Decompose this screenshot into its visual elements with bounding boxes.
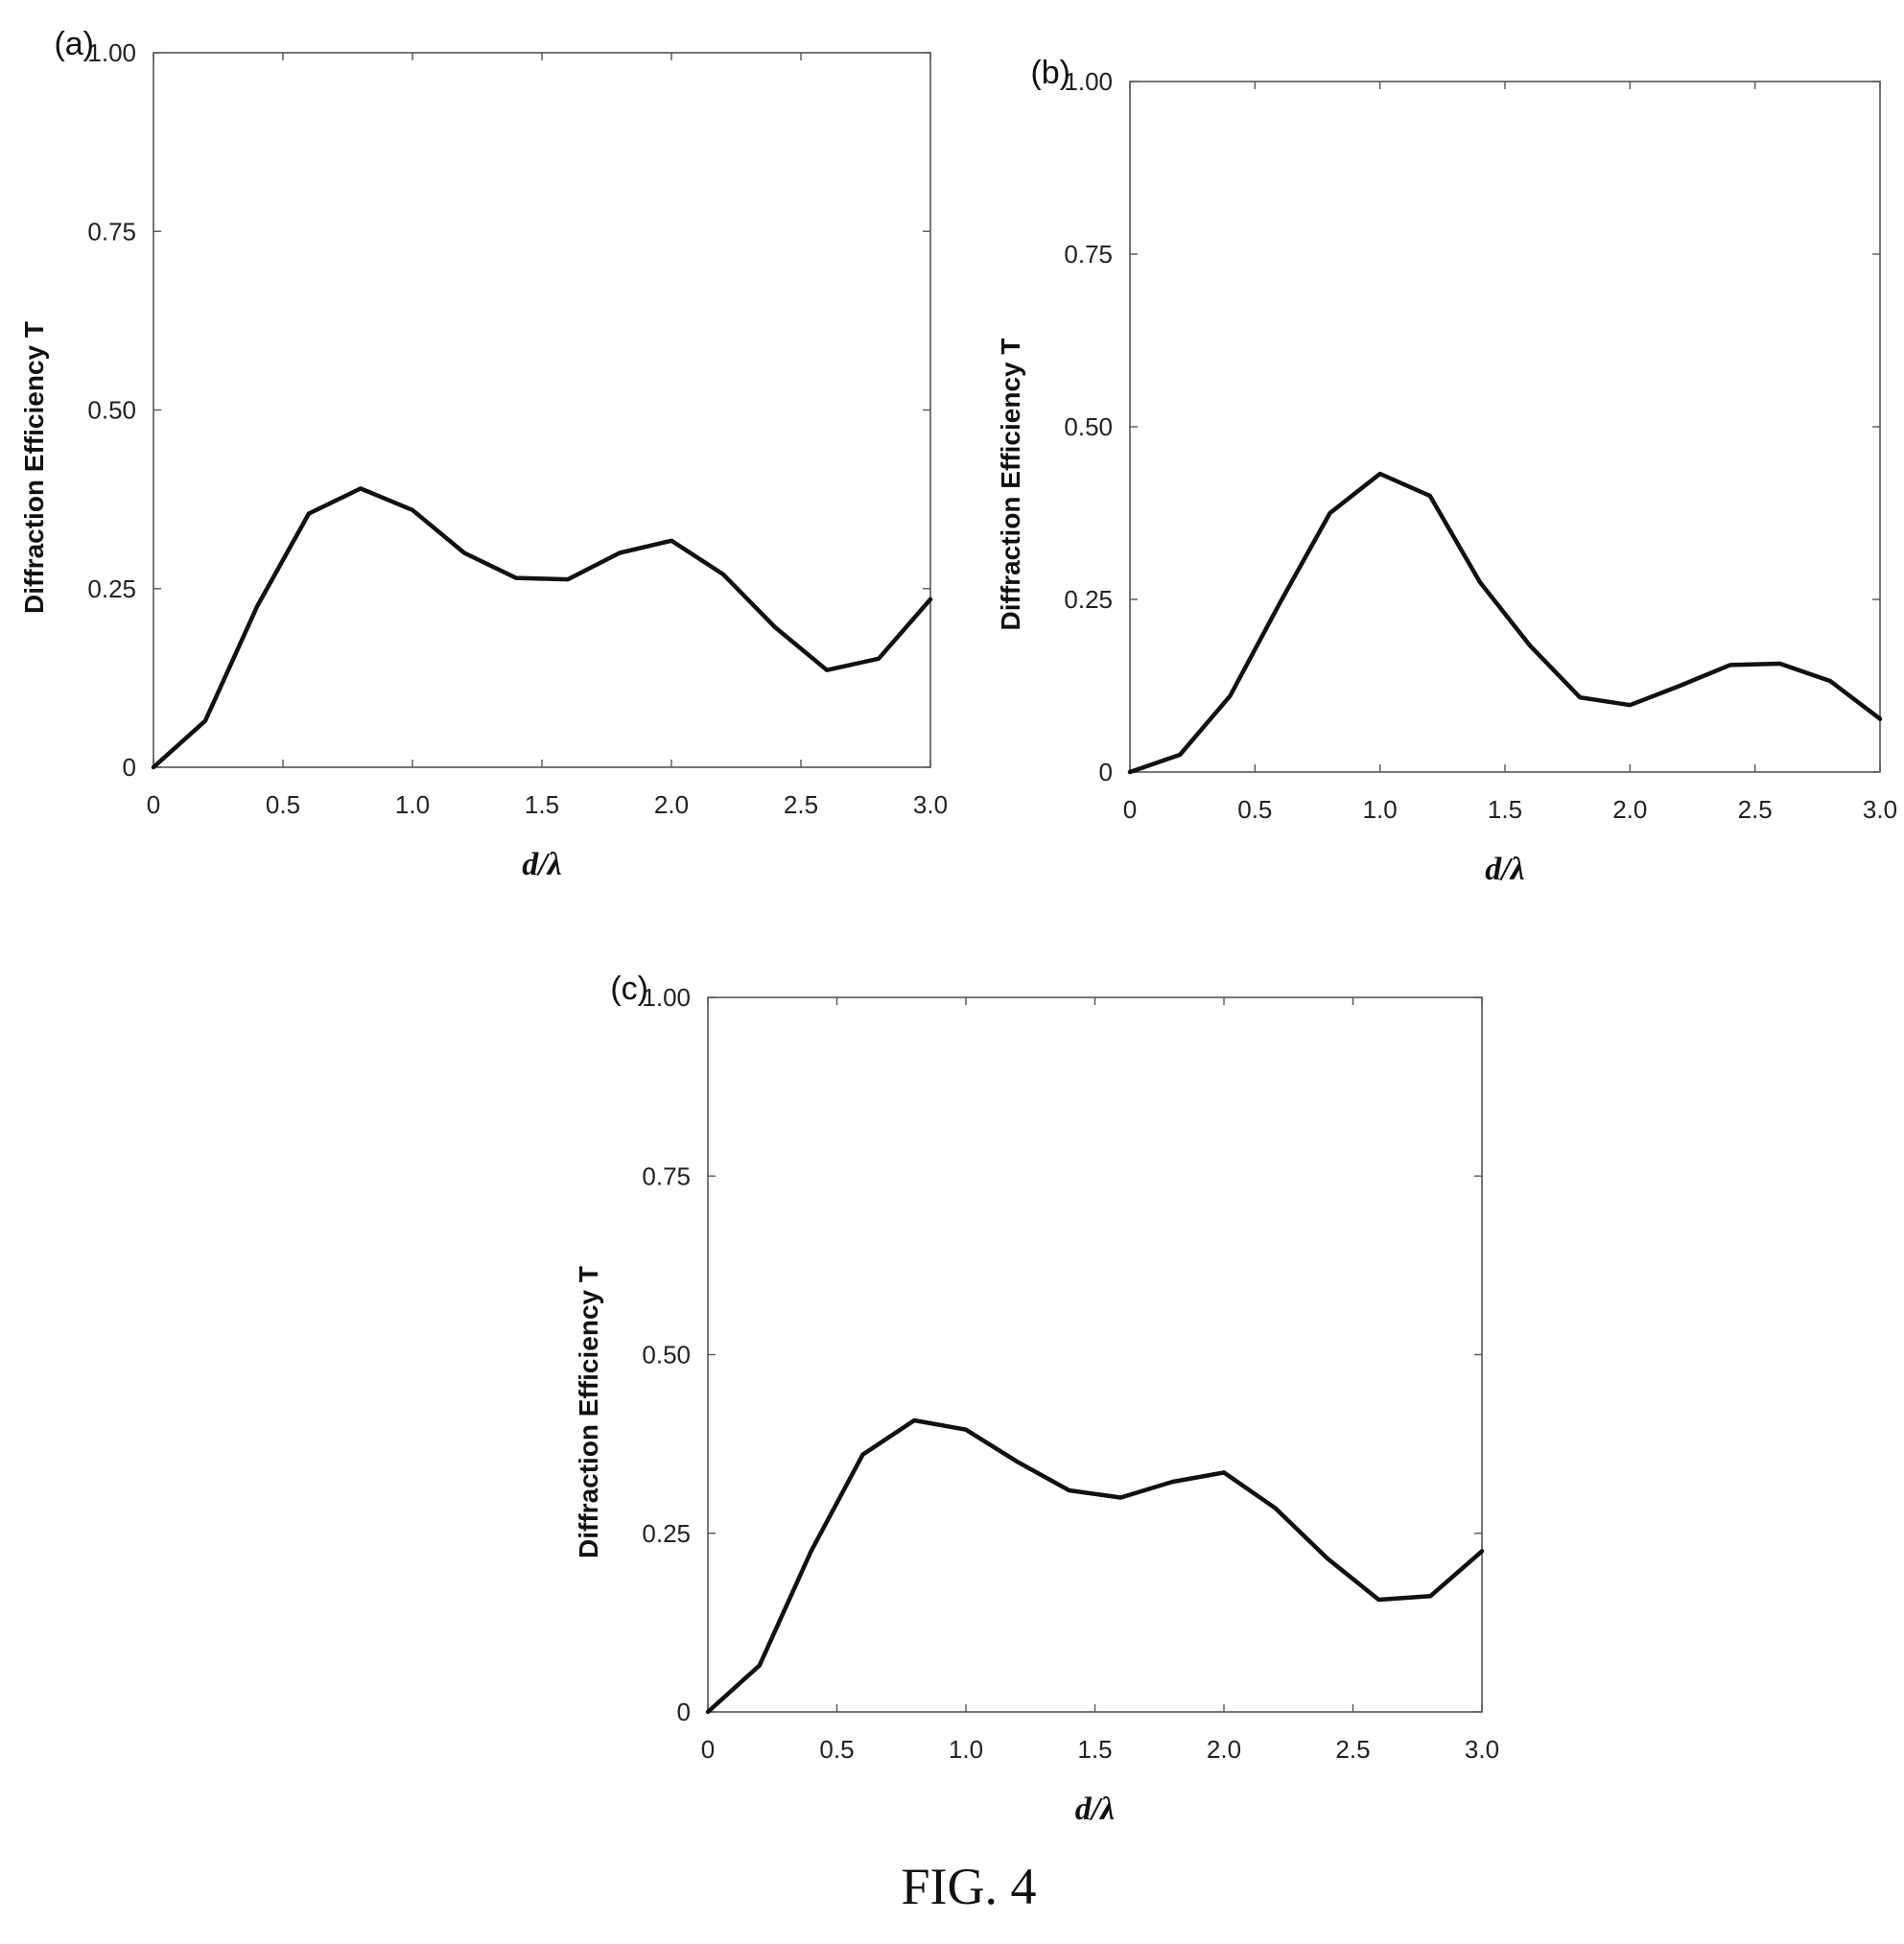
- x-tick-label: 2.5: [784, 790, 818, 819]
- x-tick-label: 0.5: [819, 1735, 854, 1764]
- x-tick-label: 2.0: [1612, 795, 1647, 824]
- y-tick-label: 0.50: [1064, 412, 1113, 441]
- x-tick-label: 0: [1123, 795, 1137, 824]
- x-tick-label: 0: [147, 790, 160, 819]
- x-axis-title: d/λ: [1485, 852, 1525, 887]
- y-tick-label: 1.00: [87, 38, 136, 67]
- panel-label-a: (a): [54, 26, 94, 62]
- chart-panel-b: 0 0.5 1.0 1.5 2.0 2.5 3.0 0 0.25 0.50 0.75 1.00 d/λ D…: [996, 55, 1897, 887]
- x-tick-label: 1.5: [1077, 1735, 1112, 1764]
- y-tick-label: 1.00: [642, 983, 691, 1012]
- figure-caption: FIG. 4: [901, 1858, 1036, 1915]
- x-tick-label: 2.5: [1335, 1735, 1370, 1764]
- series-line-b: [1127, 471, 1883, 775]
- x-tick-label: 0.5: [1237, 795, 1272, 824]
- chart-panel-a: 0 0.5 1.0 1.5 2.0 2.5 3.0 0 0.25 0.50 0.75 1.00 d/λ D…: [19, 26, 948, 882]
- x-tick-label: 3.0: [1863, 795, 1897, 824]
- series-line-c: [705, 1417, 1485, 1715]
- y-tick-label: 0.25: [87, 574, 136, 603]
- y-tick-label: 0.25: [642, 1519, 691, 1548]
- series-line-a: [151, 486, 933, 770]
- y-axis-title: Diffraction Efficiency T: [19, 321, 49, 614]
- x-tick-label: 0.5: [266, 790, 300, 819]
- x-tick-label: 1.0: [1363, 795, 1398, 824]
- y-tick-label: 0.75: [642, 1161, 691, 1190]
- y-tick-label: 0.75: [1064, 240, 1113, 269]
- x-tick-label: 3.0: [1465, 1735, 1499, 1764]
- y-axis-title: Diffraction Efficiency T: [996, 339, 1025, 631]
- x-tick-label: 1.0: [949, 1735, 983, 1764]
- y-tick-label: 0.75: [87, 217, 136, 246]
- y-tick-label: 0.50: [642, 1341, 691, 1370]
- panel-label-b: (b): [1030, 55, 1070, 91]
- y-axis-title: Diffraction Efficiency T: [574, 1266, 603, 1558]
- x-tick-label: 3.0: [913, 790, 948, 819]
- y-tick-label: 0.25: [1064, 585, 1113, 614]
- chart-panel-c: 0 0.5 1.0 1.5 2.0 2.5 3.0 0 0.25 0.50 0.75 1.00 d/λ D…: [574, 971, 1499, 1827]
- x-axis-title: d/λ: [522, 847, 562, 882]
- y-tick-label: 0: [677, 1698, 691, 1726]
- x-tick-label: 1.5: [525, 790, 559, 819]
- x-tick-label: 2.0: [654, 790, 689, 819]
- plot-frame-c: [707, 996, 1483, 1713]
- y-tick-label: 0: [1099, 758, 1113, 786]
- y-tick-label: 0: [123, 753, 136, 782]
- x-tick-label: 2.5: [1738, 795, 1773, 824]
- x-tick-label: 2.0: [1207, 1735, 1241, 1764]
- x-tick-label: 0: [701, 1735, 715, 1764]
- x-axis-title: d/λ: [1075, 1792, 1116, 1827]
- x-tick-label: 1.5: [1488, 795, 1522, 824]
- y-tick-label: 0.50: [87, 396, 136, 425]
- y-tick-label: 1.00: [1064, 67, 1113, 96]
- x-tick-label: 1.0: [395, 790, 430, 819]
- panel-label-c: (c): [610, 971, 648, 1007]
